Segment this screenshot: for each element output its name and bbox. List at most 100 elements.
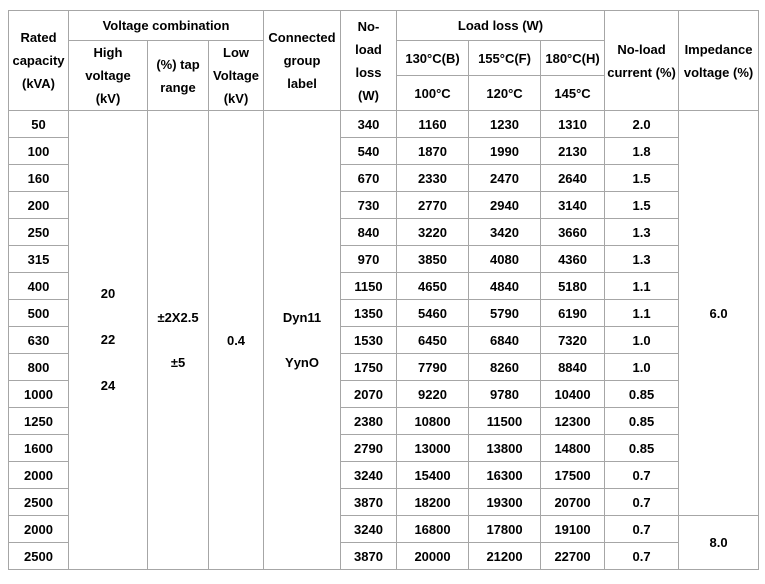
- cell-load-loss-130: 6450: [396, 326, 470, 354]
- cell-no-load-current: 2.0: [604, 110, 680, 138]
- cell-impedance-group2: 8.0: [678, 515, 760, 570]
- cell-load-loss-155: 5790: [468, 299, 542, 327]
- cell-load-loss-180: 3140: [540, 191, 606, 219]
- header-tap-range-line: range: [160, 79, 196, 95]
- cell-tap-range-merged: ±2X2.5 ±5: [147, 110, 209, 570]
- cell-no-load-loss: 2070: [340, 380, 398, 408]
- table-row: 630 1530 6450 6840 7320 1.0: [8, 326, 759, 354]
- cell-no-load-loss: 970: [340, 245, 398, 273]
- cell-kva: 1250: [8, 407, 69, 435]
- header-low-voltage-line: Voltage: [213, 68, 259, 83]
- cell-load-loss-130: 1870: [396, 137, 470, 165]
- cell-no-load-current: 1.8: [604, 137, 680, 165]
- header-voltage-combination: Voltage combination: [67, 10, 265, 41]
- transformer-spec-table: Rated capacity (kVA) Voltage combination…: [8, 10, 760, 570]
- cell-kva: 2500: [8, 488, 69, 516]
- cell-load-loss-180: 6190: [540, 299, 606, 327]
- table-row: 2500 3870 20000 21200 22700 0.7: [8, 542, 759, 570]
- cell-no-load-current: 0.7: [604, 488, 680, 516]
- header-rated-capacity-line: (kVA): [22, 76, 55, 91]
- high-voltage-value: 20: [100, 286, 116, 301]
- cell-load-loss-130: 4650: [396, 272, 470, 300]
- cell-no-load-loss: 340: [340, 110, 398, 138]
- header-tap-range: (%) tap range: [147, 40, 209, 111]
- header-low-voltage: Low Voltage (kV): [207, 40, 265, 111]
- cell-load-loss-155: 17800: [468, 515, 542, 543]
- cell-kva: 630: [8, 326, 69, 354]
- header-no-load-loss-line: loss: [355, 64, 382, 80]
- cell-no-load-loss: 1150: [340, 272, 398, 300]
- cell-no-load-loss: 840: [340, 218, 398, 246]
- cell-no-load-loss: 1530: [340, 326, 398, 354]
- header-impedance-voltage: Impedance voltage (%): [678, 10, 760, 111]
- cell-no-load-current: 0.7: [604, 461, 680, 489]
- table-row: 315 970 3850 4080 4360 1.3: [8, 245, 759, 273]
- cell-no-load-current: 1.5: [604, 191, 680, 219]
- connected-group-value: Dyn11: [282, 310, 322, 325]
- cell-no-load-current: 1.1: [604, 272, 680, 300]
- cell-kva: 400: [8, 272, 69, 300]
- cell-load-loss-155: 9780: [468, 380, 542, 408]
- header-high-voltage: High voltage (kV): [68, 40, 148, 111]
- cell-no-load-current: 0.7: [604, 542, 680, 570]
- table-row: 1600 2790 13000 13800 14800 0.85: [8, 434, 759, 462]
- cell-no-load-loss: 3870: [340, 542, 398, 570]
- cell-load-loss-130: 20000: [396, 542, 470, 570]
- header-high-voltage-line: voltage: [85, 68, 131, 83]
- cell-load-loss-130: 9220: [396, 380, 470, 408]
- cell-load-loss-130: 1160: [396, 110, 470, 138]
- table-row: 1250 2380 10800 11500 12300 0.85: [8, 407, 759, 435]
- cell-load-loss-155: 8260: [468, 353, 542, 381]
- cell-kva: 250: [8, 218, 69, 246]
- cell-low-voltage-merged: 0.4: [207, 110, 265, 570]
- cell-kva: 500: [8, 299, 69, 327]
- table-row: 800 1750 7790 8260 8840 1.0: [8, 353, 759, 381]
- cell-no-load-current: 0.85: [604, 434, 680, 462]
- cell-load-loss-130: 3220: [396, 218, 470, 246]
- cell-load-loss-180: 14800: [540, 434, 606, 462]
- table-row: 2000 3240 16800 17800 19100 0.7 8.0: [8, 515, 760, 570]
- cell-kva: 1600: [8, 434, 69, 462]
- cell-load-loss-180: 2640: [540, 164, 606, 192]
- tap-range-value: ±5: [170, 355, 186, 370]
- high-voltage-value: 24: [100, 378, 116, 393]
- cell-no-load-loss: 730: [340, 191, 398, 219]
- cell-connected-group-merged: Dyn11 YynO: [263, 110, 342, 570]
- cell-load-loss-155: 1230: [468, 110, 542, 138]
- cell-load-loss-180: 19100: [540, 515, 606, 543]
- header-high-voltage-line: High: [93, 45, 123, 60]
- cell-no-load-current: 1.1: [604, 299, 680, 327]
- table-row: 50 20 22 24 ±2X2.5 ±5 0.4 Dyn11 YynO 340…: [8, 110, 760, 570]
- cell-kva: 50: [8, 110, 69, 138]
- cell-load-loss-130: 16800: [396, 515, 470, 543]
- header-impedance-voltage-line: Impedance: [684, 41, 753, 57]
- cell-no-load-current: 0.7: [604, 515, 680, 543]
- cell-load-loss-180: 17500: [540, 461, 606, 489]
- cell-load-loss-180: 8840: [540, 353, 606, 381]
- header-connected-group-line: Connected: [268, 30, 336, 45]
- cell-load-loss-155: 13800: [468, 434, 542, 462]
- cell-no-load-current: 0.85: [604, 407, 680, 435]
- cell-load-loss-155: 19300: [468, 488, 542, 516]
- cell-load-loss-130: 5460: [396, 299, 470, 327]
- header-low-voltage-line: Low: [223, 45, 249, 60]
- cell-load-loss-155: 2470: [468, 164, 542, 192]
- cell-no-load-current: 0.85: [604, 380, 680, 408]
- cell-no-load-loss: 1750: [340, 353, 398, 381]
- cell-load-loss-155: 16300: [468, 461, 542, 489]
- cell-load-loss-130: 13000: [396, 434, 470, 462]
- cell-kva: 2000: [8, 461, 69, 489]
- cell-load-loss-155: 4080: [468, 245, 542, 273]
- header-rated-capacity-line: Rated: [20, 30, 57, 45]
- table-row: 1000 2070 9220 9780 10400 0.85: [8, 380, 759, 408]
- cell-load-loss-180: 1310: [540, 110, 606, 138]
- cell-no-load-loss: 1350: [340, 299, 398, 327]
- header-ref-temp-120: 120°C: [468, 75, 542, 111]
- cell-load-loss-130: 10800: [396, 407, 470, 435]
- cell-load-loss-130: 2770: [396, 191, 470, 219]
- cell-load-loss-180: 22700: [540, 542, 606, 570]
- connected-group-value: YynO: [285, 355, 319, 370]
- header-no-load-current-line: current (%): [607, 64, 676, 80]
- cell-no-load-loss: 3240: [340, 515, 398, 543]
- cell-load-loss-130: 18200: [396, 488, 470, 516]
